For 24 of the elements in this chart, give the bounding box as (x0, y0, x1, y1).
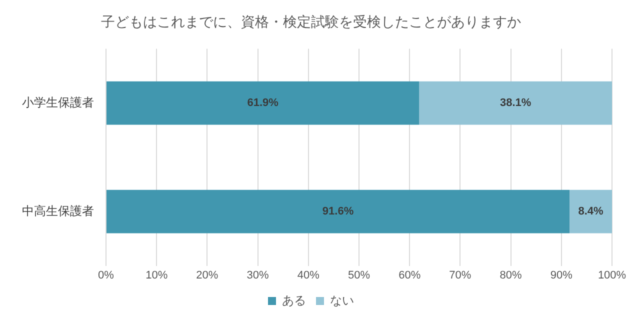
legend-label: ある (282, 293, 306, 308)
data-label: 38.1% (500, 97, 532, 110)
x-tick-label: 40% (297, 269, 320, 282)
x-tick-label: 90% (550, 269, 573, 282)
x-tick-label: 80% (500, 269, 522, 282)
x-tick-label: 70% (449, 269, 472, 282)
legend-label: ない (330, 293, 354, 308)
y-tick-label: 中高生保護者 (22, 204, 94, 218)
bar (106, 81, 420, 125)
x-tick-label: 50% (348, 269, 370, 282)
chart-title: 子どもはこれまでに、資格・検定試験を受検したことがありますか (101, 13, 521, 30)
data-label: 91.6% (322, 206, 354, 218)
x-tick-label: 30% (246, 269, 270, 282)
bar (106, 190, 570, 234)
x-tick-label: 60% (398, 269, 421, 282)
x-tick-label: 10% (146, 269, 168, 282)
x-tick-label: 0% (98, 269, 114, 282)
x-tick-label: 20% (196, 269, 218, 282)
bar (569, 190, 612, 234)
y-tick-label: 小学生保護者 (22, 95, 94, 110)
data-label: 61.9% (247, 97, 279, 110)
x-tick-label: 100% (598, 269, 626, 282)
bar (419, 81, 612, 125)
data-label: 8.4% (578, 206, 604, 218)
